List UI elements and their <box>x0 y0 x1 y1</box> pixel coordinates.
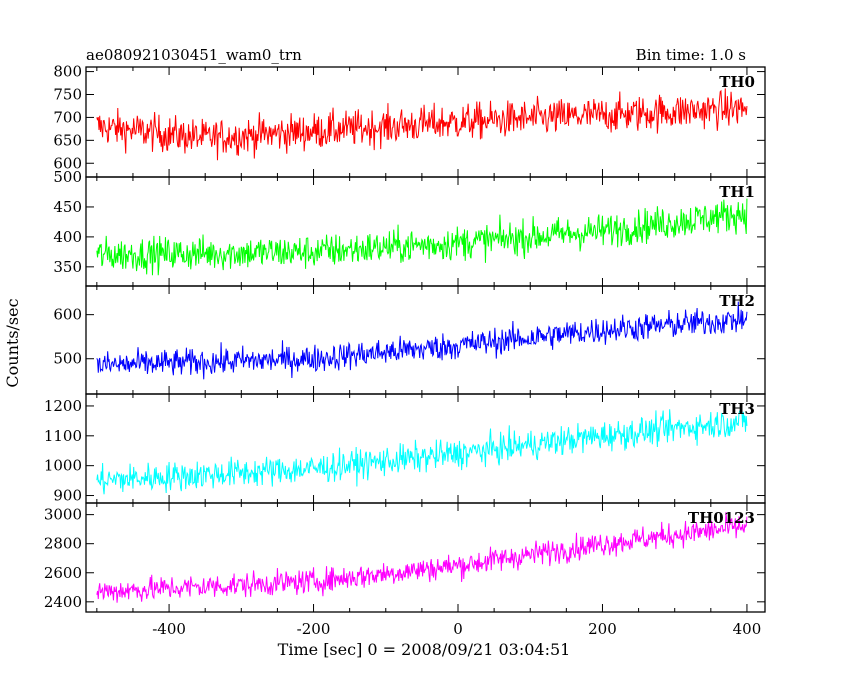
x-tick-label: 200 <box>588 620 617 638</box>
series-line-th3 <box>96 409 748 495</box>
y-tick-label: 500 <box>53 168 82 186</box>
panel-label-th0: TH0 <box>719 73 755 91</box>
y-tick-label: 800 <box>53 63 82 81</box>
series-line-th1 <box>96 198 748 276</box>
y-tick-label: 600 <box>53 154 82 172</box>
y-tick-label: 350 <box>53 258 82 276</box>
panel-label-th0123: TH0123 <box>688 509 755 527</box>
y-tick-label: 2600 <box>44 564 82 582</box>
y-tick-label: 3000 <box>44 506 82 524</box>
y-tick-label: 400 <box>53 228 82 246</box>
y-tick-label: 450 <box>53 198 82 216</box>
chart-title: ae080921030451_wam0_trn <box>86 46 302 64</box>
panel-frame <box>85 393 766 504</box>
panel-label-th3: TH3 <box>719 400 755 418</box>
y-tick-label: 1000 <box>44 457 82 475</box>
y-tick-label: 900 <box>53 487 82 505</box>
series-line-th0 <box>96 88 748 161</box>
series-line-th0123 <box>96 511 748 603</box>
y-tick-label: 2400 <box>44 593 82 611</box>
x-tick-label: 400 <box>733 620 762 638</box>
y-tick-label: 700 <box>53 108 82 126</box>
y-tick-label: 1200 <box>44 397 82 415</box>
x-tick-label: -400 <box>152 620 186 638</box>
x-tick-label: -200 <box>297 620 331 638</box>
y-tick-label: 750 <box>53 86 82 104</box>
y-tick-label: 1100 <box>44 427 82 445</box>
panel-label-th2: TH2 <box>719 292 755 310</box>
panel-label-th1: TH1 <box>719 183 755 201</box>
y-tick-label: 650 <box>53 131 82 149</box>
panel-frame <box>85 502 766 613</box>
panel-frame <box>85 176 766 287</box>
y-tick-label: 600 <box>53 306 82 324</box>
x-axis-title: Time [sec] 0 = 2008/09/21 03:04:51 <box>278 640 571 659</box>
panel-frame <box>85 285 766 395</box>
y-axis-title: Counts/sec <box>3 298 22 387</box>
y-tick-label: 2800 <box>44 535 82 553</box>
series-line-th2 <box>96 301 748 380</box>
panels-group: 600650700750800TH0350400450500TH1500600T… <box>44 63 766 638</box>
bin-time-label: Bin time: 1.0 s <box>636 46 746 64</box>
x-tick-label: 0 <box>453 620 463 638</box>
y-tick-label: 500 <box>53 350 82 368</box>
